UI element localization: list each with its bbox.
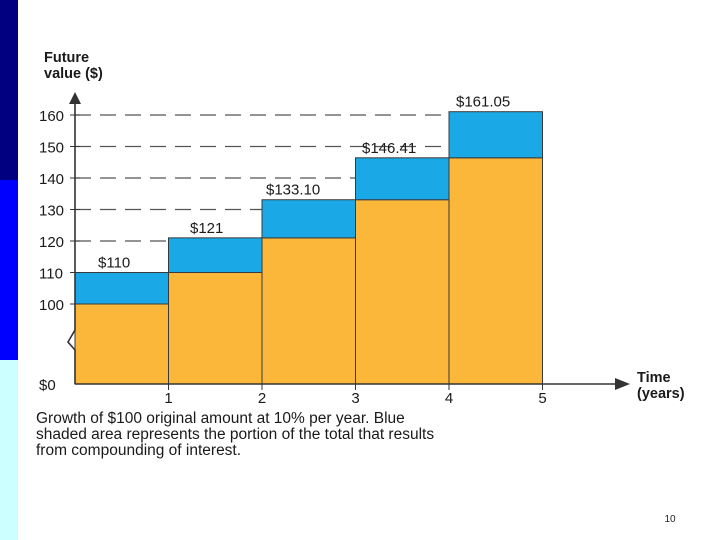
x-axis-title: (years) (637, 386, 685, 402)
bar-interest (74, 272, 169, 305)
y-axis-title: Future (44, 50, 89, 66)
y-tick-label: 150 (39, 140, 64, 157)
page-number: 10 (664, 514, 676, 525)
bar-interest (168, 237, 263, 274)
bar-principal (168, 272, 263, 385)
caption-line: from compounding of interest. (36, 442, 242, 459)
caption-line: shaded area represents the portion of th… (36, 426, 435, 443)
data-label: $161.05 (456, 94, 510, 111)
y-tick-label: 120 (39, 234, 64, 251)
y-tick-label: 140 (39, 171, 64, 188)
y-tick-label: 160 (39, 108, 64, 125)
decorative-strip-navy (0, 0, 18, 180)
x-tick-label: 1 (164, 390, 172, 407)
y-tick-label: 130 (39, 203, 64, 220)
y-tick-label: 110 (39, 266, 63, 283)
data-label: $133.10 (266, 182, 320, 199)
x-tick-label: 5 (538, 390, 546, 407)
x-axis-title: Time (637, 370, 671, 386)
data-label: $121 (190, 220, 223, 237)
y-tick-label: 100 (39, 297, 64, 314)
y-axis-arrow (69, 92, 81, 104)
bar-interest (261, 199, 356, 239)
x-tick-label: 2 (258, 390, 266, 407)
chart-caption: Growth of $100 original amount at 10% pe… (36, 411, 636, 459)
caption-line: Growth of $100 original amount at 10% pe… (36, 410, 405, 427)
x-tick-label: 4 (445, 390, 453, 407)
x-axis-arrow (615, 378, 630, 390)
decorative-strip-cyan (0, 360, 18, 540)
x-tick-label: 3 (351, 390, 359, 407)
future-value-chart: $110$121$133.10$146.41$161.0510011012013… (39, 50, 685, 407)
decorative-strip-blue (0, 180, 18, 360)
bar-principal (448, 157, 543, 385)
bar-principal (355, 199, 450, 385)
data-label: $146.41 (362, 140, 416, 157)
bar-interest (448, 111, 543, 159)
bar-interest (355, 157, 450, 201)
y-axis-line (67, 98, 76, 384)
bar-principal (261, 237, 356, 385)
bar-principal (74, 303, 169, 385)
data-label: $110 (98, 255, 130, 272)
y-tick-label-zero: $0 (39, 377, 56, 394)
y-axis-title: value ($) (44, 66, 103, 82)
